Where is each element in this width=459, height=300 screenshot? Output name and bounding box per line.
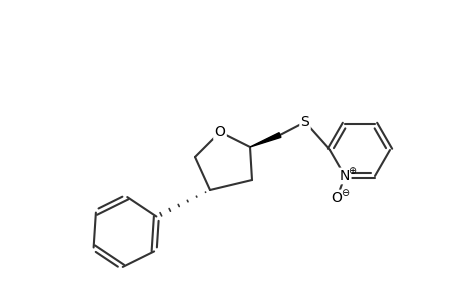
Text: ⊕: ⊕ (347, 166, 355, 176)
Polygon shape (249, 133, 280, 147)
Text: N: N (339, 169, 349, 183)
Text: S: S (300, 115, 309, 129)
Text: ⊖: ⊖ (340, 188, 348, 198)
Text: O: O (214, 125, 225, 139)
Text: O: O (331, 191, 341, 205)
